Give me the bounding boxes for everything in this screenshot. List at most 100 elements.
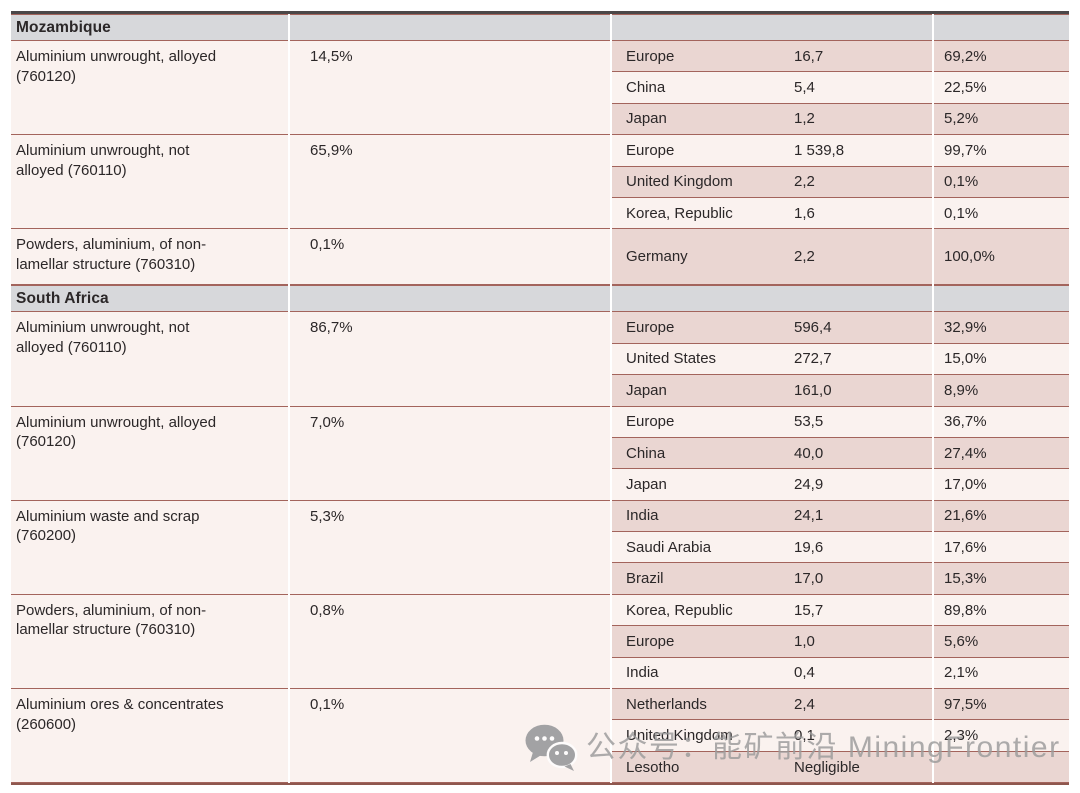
destination-main-cell: Europe 53,5 — [612, 406, 932, 438]
product-name-cell: Powders, aluminium, of non-lamellar stru… — [11, 594, 288, 690]
product-name-cell: Aluminium unwrought, not alloyed (760110) — [11, 312, 288, 407]
product-name-line: Aluminium ores & concentrates — [16, 696, 224, 714]
product-export-share: 0,8% — [290, 594, 610, 690]
destination-main-cell: China 40,0 — [612, 437, 932, 470]
product-export-share: 5,3% — [290, 500, 610, 595]
destination-value: 15,7 — [794, 601, 824, 619]
destination-value: 1,6 — [794, 204, 815, 222]
section-header-cell — [612, 14, 932, 41]
product-name-line: Aluminium unwrought, alloyed — [16, 48, 217, 65]
destination-market: India — [626, 507, 659, 525]
destination-market: Europe — [626, 47, 675, 65]
product-name-line: (760120) — [16, 433, 77, 451]
destination-row: Europe 1 539,8 99,7% — [612, 135, 1069, 167]
destination-value: 2,2 — [794, 248, 815, 266]
destination-value: 17,0 — [794, 570, 824, 588]
destination-value: 272,7 — [794, 350, 832, 368]
destination-row: Europe 53,5 36,7% — [612, 406, 1069, 438]
product-name-line: (760200) — [16, 527, 77, 545]
destination-share: 99,7% — [934, 135, 1069, 167]
destination-market: Japan — [626, 475, 667, 493]
destination-share: 2,1% — [934, 657, 1069, 690]
destination-main-cell: India 0,4 — [612, 657, 932, 690]
product-name-line: Aluminium waste and scrap — [16, 507, 200, 525]
destination-main-cell: Korea, Republic 1,6 — [612, 197, 932, 230]
destination-subtable: Europe 596,4 32,9% United States 272,7 15,0% J… — [612, 312, 1069, 407]
destination-value: 19,6 — [794, 538, 824, 556]
destination-main-cell: Europe 1 539,8 — [612, 135, 932, 167]
destination-value: 2,2 — [794, 173, 815, 191]
section-header-cell — [934, 285, 1069, 313]
destination-main-cell: Brazil 17,0 — [612, 563, 932, 595]
destination-value: 24,9 — [794, 475, 824, 493]
destination-share: 15,0% — [934, 343, 1069, 376]
destination-share: 100,0% — [934, 229, 1069, 286]
destination-market: Germany — [626, 248, 688, 266]
destination-market: India — [626, 664, 659, 682]
product-row: Aluminium unwrought, alloyed (760120) 14,5… — [11, 41, 1069, 136]
destination-market: Korea, Republic — [626, 601, 733, 619]
section-header-row: South Africa — [11, 285, 1069, 313]
product-name-line: Aluminium unwrought, not — [16, 319, 190, 337]
destination-market: Japan — [626, 110, 667, 128]
destination-main-cell: Europe 1,0 — [612, 626, 932, 658]
destination-main-cell: Europe 16,7 — [612, 41, 932, 73]
product-export-share: 65,9% — [290, 135, 610, 230]
destination-main-cell: Saudi Arabia 19,6 — [612, 532, 932, 564]
destination-market: Japan — [626, 381, 667, 399]
product-name-line: alloyed (760110) — [16, 338, 127, 356]
destination-value: 40,0 — [794, 444, 824, 462]
destination-row: United States 272,7 15,0% — [612, 343, 1069, 376]
destination-value: 1 539,8 — [794, 141, 845, 159]
destination-row: Japan 24,9 17,0% — [612, 469, 1069, 501]
destination-market: United Kingdom — [626, 173, 733, 191]
product-name-line: Powders, aluminium, of non- — [16, 236, 207, 254]
export-destinations-table: Mozambique Aluminium unwrought, alloyed (7… — [11, 11, 1069, 786]
destination-share: 8,9% — [934, 375, 1069, 407]
destination-main-cell: Netherlands 2,4 — [612, 689, 932, 721]
destination-row: Korea, Republic 1,6 0,1% — [612, 197, 1069, 230]
product-export-share: 14,5% — [290, 41, 610, 136]
product-export-share: 0,1% — [290, 229, 610, 286]
destination-share: 0,1% — [934, 197, 1069, 230]
product-name-cell: Aluminium unwrought, not alloyed (760110) — [11, 135, 288, 230]
section-header-cell: Mozambique — [11, 14, 288, 41]
destination-share: 89,8% — [934, 594, 1069, 627]
product-row: Powders, aluminium, of non-lamellar stru… — [11, 594, 1069, 690]
section-header-cell: South Africa — [11, 285, 288, 313]
destination-share: 36,7% — [934, 406, 1069, 438]
destination-value: 596,4 — [794, 319, 832, 337]
destination-row: Netherlands 2,4 97,5% — [612, 689, 1069, 721]
section-header-cell — [290, 14, 610, 41]
destination-main-cell: China 5,4 — [612, 72, 932, 104]
destination-market: United States — [626, 350, 717, 368]
product-name-line: Aluminium unwrought, not — [16, 142, 190, 160]
destination-value: 1,2 — [794, 110, 815, 128]
destination-share: 17,6% — [934, 532, 1069, 564]
destination-market: Saudi Arabia — [626, 538, 712, 556]
destination-share: 15,3% — [934, 563, 1069, 595]
destination-main-cell: United States 272,7 — [612, 343, 932, 376]
destination-market: Europe — [626, 319, 675, 337]
destination-row: Korea, Republic 15,7 89,8% — [612, 594, 1069, 627]
section-header-cell — [934, 14, 1069, 41]
destination-main-cell: United Kingdom 0,1 — [612, 720, 932, 752]
destination-share: 5,2% — [934, 103, 1069, 136]
product-name-line: alloyed (760110) — [16, 161, 127, 179]
destination-share: 22,5% — [934, 72, 1069, 104]
destination-subtable: Germany 2,2 100,0% — [612, 229, 1069, 286]
section-header-cell — [612, 285, 932, 313]
product-name-line: (260600) — [16, 715, 77, 733]
section-header-row: Mozambique — [11, 14, 1069, 41]
product-row: Aluminium waste and scrap (760200) 5,3% Ind… — [11, 500, 1069, 595]
destination-row: Japan 1,2 5,2% — [612, 103, 1069, 136]
section-title: Mozambique — [16, 18, 111, 36]
product-name-cell: Aluminium waste and scrap (760200) — [11, 500, 288, 595]
destination-value: 2,4 — [794, 695, 815, 713]
destination-subtable: Netherlands 2,4 97,5% United Kingdom 0,1 2,3%… — [612, 689, 1069, 784]
product-row: Aluminium unwrought, alloyed (760120) 7,0%… — [11, 406, 1069, 501]
destination-value: 161,0 — [794, 381, 832, 399]
destination-subtable: Europe 53,5 36,7% China 40,0 27,4% Japan 24,9 17… — [612, 406, 1069, 501]
destination-row: Brazil 17,0 15,3% — [612, 563, 1069, 595]
destination-market: United Kingdom — [626, 727, 733, 745]
